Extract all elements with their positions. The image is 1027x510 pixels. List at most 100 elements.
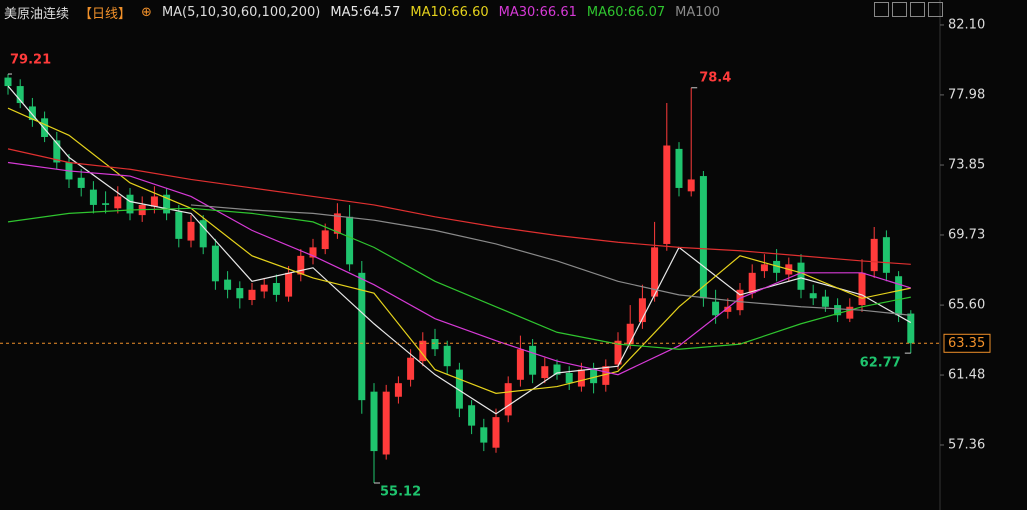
y-tick-label: 69.73	[948, 227, 985, 242]
candle-body	[346, 216, 354, 265]
candle-body	[224, 279, 232, 290]
candle-body	[468, 405, 476, 426]
legend-entry: MA100	[675, 5, 721, 20]
candle-body	[797, 262, 805, 290]
candle-body	[699, 176, 707, 299]
candle-body	[309, 247, 317, 258]
candle-body	[870, 238, 878, 272]
candle-body	[834, 305, 842, 316]
price-annotation: 55.12	[380, 485, 421, 500]
y-tick-label: 82.10	[948, 17, 985, 32]
candle-body	[675, 148, 683, 188]
candle-body	[858, 272, 866, 306]
last-price-label: 63.35	[948, 336, 985, 351]
candle-body	[333, 213, 341, 234]
candle-body	[638, 298, 646, 323]
candle-body	[516, 349, 524, 380]
ma-line	[7, 161, 911, 376]
candle-body	[419, 340, 427, 362]
tool-button[interactable]	[874, 2, 889, 17]
candle-body	[614, 340, 622, 365]
tool-button[interactable]	[910, 2, 925, 17]
candle-body	[712, 301, 720, 316]
candle-body	[895, 276, 903, 316]
candle-body	[651, 247, 659, 297]
candle-body	[443, 345, 451, 367]
candle-body	[602, 366, 610, 385]
candle-body	[846, 306, 854, 319]
legend-entry: MA10:66.60	[410, 5, 489, 20]
candle-body	[199, 220, 207, 248]
last-price-box	[943, 333, 991, 353]
price-annotation: 62.77	[860, 356, 901, 371]
y-tick-label: 61.48	[948, 368, 985, 383]
candle-body	[102, 203, 110, 205]
candle-body	[321, 230, 329, 250]
candle-body	[626, 323, 634, 345]
candle-body	[126, 194, 134, 214]
candle-body	[4, 77, 12, 87]
candle-body	[175, 211, 183, 239]
candle-body	[724, 306, 732, 312]
candle-body	[736, 289, 744, 311]
ma-line	[7, 85, 912, 415]
candle-body	[236, 288, 244, 299]
chart-title: 美原油连续	[4, 7, 70, 22]
candle-body	[492, 417, 500, 448]
candle-body	[382, 391, 390, 455]
candle-body	[28, 106, 36, 121]
candle-body	[748, 272, 756, 294]
ma-label[interactable]: MA(5,10,30,60,100,200)	[161, 5, 321, 20]
legend-entry: MA30:66.61	[498, 5, 577, 20]
candle-body	[687, 179, 695, 192]
candle-body	[53, 140, 61, 163]
period[interactable]: 【日线】	[79, 7, 132, 22]
candle-body	[358, 272, 366, 401]
candle-body	[77, 177, 85, 188]
tool-button[interactable]	[928, 2, 943, 17]
tool-button[interactable]	[892, 2, 907, 17]
candle-body	[577, 369, 585, 387]
y-tick-label: 73.85	[948, 158, 985, 173]
candle-body	[809, 293, 817, 299]
candle-body	[821, 296, 829, 307]
candle-body	[565, 372, 573, 384]
candle-body	[41, 118, 49, 138]
candle-body	[150, 196, 158, 207]
candle-body	[663, 145, 671, 244]
candle-body	[16, 86, 24, 104]
candle-body	[211, 245, 219, 282]
candle-body	[480, 427, 488, 443]
legend-entry: MA60:66.07	[586, 5, 666, 20]
candle-body	[431, 339, 439, 350]
candle-body	[882, 237, 890, 273]
candle-body	[297, 255, 305, 275]
ma-line	[7, 107, 911, 394]
candle-body	[773, 260, 781, 273]
candle-body	[407, 357, 415, 380]
price-annotation: 79.21	[10, 53, 51, 68]
toolbar	[874, 2, 943, 17]
candle-body	[163, 194, 171, 214]
y-tick-label: 57.36	[948, 437, 985, 452]
candle-body	[553, 364, 561, 375]
candle-body	[285, 272, 293, 297]
candle-body	[504, 383, 512, 416]
candle-body	[248, 289, 256, 300]
candle-body	[541, 366, 549, 379]
ma-line	[190, 204, 911, 316]
legend: 美原油连续 【日线】 ⊕ MA(5,10,30,60,100,200) MA5:…	[4, 3, 720, 22]
candle-body	[370, 391, 378, 452]
y-tick-label: 65.60	[948, 298, 985, 313]
legend-entry: MA5:64.57	[330, 5, 401, 20]
candle-body	[89, 189, 97, 205]
ma-line	[7, 148, 911, 265]
candle-body	[590, 367, 598, 384]
y-tick-label: 77.98	[948, 87, 985, 102]
candle-body	[272, 283, 280, 295]
ma-line	[7, 207, 911, 350]
add-icon[interactable]: ⊕	[141, 5, 152, 20]
candle-body	[455, 369, 463, 409]
